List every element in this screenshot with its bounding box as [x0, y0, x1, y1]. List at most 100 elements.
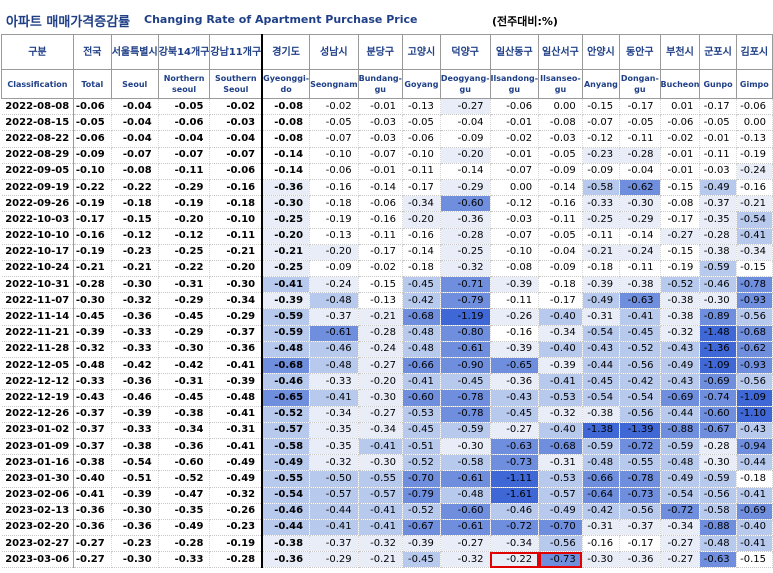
data-cell: -0.70: [402, 470, 441, 488]
data-cell: -0.41: [358, 438, 403, 456]
data-cell: -0.32: [440, 551, 491, 569]
data-cell: -0.04: [111, 130, 159, 148]
data-cell: -0.08: [660, 195, 701, 213]
data-cell: -0.46: [111, 389, 159, 407]
column-header-korean: 덕양구: [439, 34, 491, 70]
data-cell: -0.08: [262, 98, 311, 116]
data-cell: -0.30: [358, 454, 403, 472]
data-cell: -0.07: [490, 228, 540, 245]
data-cell: -0.52: [402, 503, 441, 520]
data-cell: -0.70: [538, 519, 583, 537]
data-cell: -0.18: [538, 276, 583, 294]
data-cell: -0.16: [490, 325, 540, 342]
row-date: 2022-11-14: [1, 308, 74, 326]
data-cell: -0.44: [660, 406, 701, 423]
data-cell: -0.45: [402, 276, 441, 294]
data-cell: -0.21: [111, 260, 159, 278]
data-cell: -0.16: [402, 228, 441, 245]
data-cell: -0.23: [209, 519, 264, 537]
data-cell: -0.17: [538, 292, 583, 310]
data-cell: -0.33: [111, 341, 159, 359]
data-cell: -0.49: [699, 179, 737, 197]
data-cell: -0.32: [440, 260, 491, 278]
data-cell: -0.16: [73, 228, 112, 245]
data-cell: -0.72: [490, 519, 540, 537]
data-cell: -0.02: [309, 98, 359, 116]
data-cell: -0.41: [358, 503, 403, 520]
data-cell: -0.15: [582, 98, 621, 116]
data-cell: -0.41: [309, 519, 359, 537]
data-cell: -0.93: [736, 292, 773, 310]
data-cell: -0.18: [736, 470, 773, 488]
data-cell: -0.21: [262, 244, 311, 261]
data-cell: -0.73: [490, 454, 540, 472]
data-cell: -1.61: [490, 487, 540, 504]
data-cell: -0.06: [73, 130, 112, 148]
data-cell: -0.52: [660, 276, 701, 294]
data-cell: -0.28: [699, 228, 737, 245]
data-cell: -0.04: [619, 163, 661, 180]
row-date: 2022-12-12: [1, 373, 74, 391]
data-cell: -0.36: [111, 519, 159, 537]
data-cell: -0.56: [736, 373, 773, 391]
data-cell: -0.30: [111, 551, 159, 569]
table-row: 2022-12-05 -0.48 -0.42 -0.42 -0.41 -0.68 -0.48…: [1, 357, 773, 375]
data-cell: -0.30: [440, 438, 491, 456]
table-row: 2022-10-31 -0.28 -0.30 -0.31 -0.30 -0.41 -0.24…: [1, 276, 773, 294]
data-cell: -0.29: [619, 211, 661, 229]
data-cell: -0.14: [262, 163, 311, 180]
data-cell: -0.01: [660, 147, 701, 164]
data-cell: -0.16: [582, 535, 621, 553]
data-cell: -0.18: [209, 195, 264, 213]
data-cell: -0.38: [660, 308, 701, 326]
data-cell: -0.43: [490, 389, 540, 407]
data-cell: -0.25: [262, 211, 311, 229]
data-cell: -0.72: [619, 438, 661, 456]
table-row: 2022-10-24 -0.21 -0.21 -0.22 -0.20 -0.25 -0.09…: [1, 260, 773, 278]
data-cell: -0.41: [262, 276, 311, 294]
data-cell: -0.39: [111, 406, 159, 423]
data-cell: -0.34: [309, 406, 359, 423]
data-cell: -0.03: [209, 114, 264, 132]
data-cell: -0.08: [490, 260, 540, 278]
data-cell: -0.33: [309, 373, 359, 391]
data-cell: -0.19: [73, 195, 112, 213]
data-cell: -0.16: [209, 179, 264, 197]
data-cell: -0.30: [209, 276, 264, 294]
data-cell: -0.33: [158, 551, 211, 569]
data-cell: -0.48: [402, 325, 441, 342]
data-cell: -0.30: [582, 551, 621, 569]
data-cell: -0.88: [660, 422, 701, 439]
data-cell: -0.56: [619, 406, 661, 423]
data-cell: -0.07: [490, 163, 540, 180]
data-cell: -0.58: [440, 454, 491, 472]
data-cell: -0.13: [402, 98, 441, 116]
data-cell: -0.03: [358, 130, 403, 148]
data-cell: -0.04: [209, 130, 264, 148]
data-cell: -0.24: [358, 341, 403, 359]
data-cell: -0.45: [402, 422, 441, 439]
row-date: 2023-01-30: [1, 470, 74, 488]
data-cell: -0.69: [736, 503, 773, 520]
data-cell: -0.15: [660, 179, 701, 197]
data-cell: -0.40: [73, 470, 112, 488]
data-cell: -0.32: [209, 487, 264, 504]
data-cell: -1.09: [736, 389, 773, 407]
column-header-english: Anyang: [581, 69, 621, 99]
data-cell: -0.54: [736, 211, 773, 229]
data-cell: -0.06: [736, 98, 773, 116]
data-cell: -0.68: [538, 438, 583, 456]
data-cell: -0.54: [111, 454, 159, 472]
data-cell: -0.17: [358, 244, 403, 261]
data-cell: -0.09: [440, 130, 491, 148]
data-cell: -0.29: [209, 308, 264, 326]
data-cell: -0.36: [73, 503, 112, 520]
data-cell: -0.46: [490, 503, 540, 520]
data-cell: -0.36: [262, 551, 311, 569]
data-cell: -0.10: [209, 211, 264, 229]
data-cell: -0.63: [619, 292, 661, 310]
column-header-english: Southern Seoul: [209, 69, 264, 99]
data-cell: -1.09: [699, 357, 737, 375]
data-cell: -0.36: [440, 211, 491, 229]
data-cell: -0.42: [111, 357, 159, 375]
